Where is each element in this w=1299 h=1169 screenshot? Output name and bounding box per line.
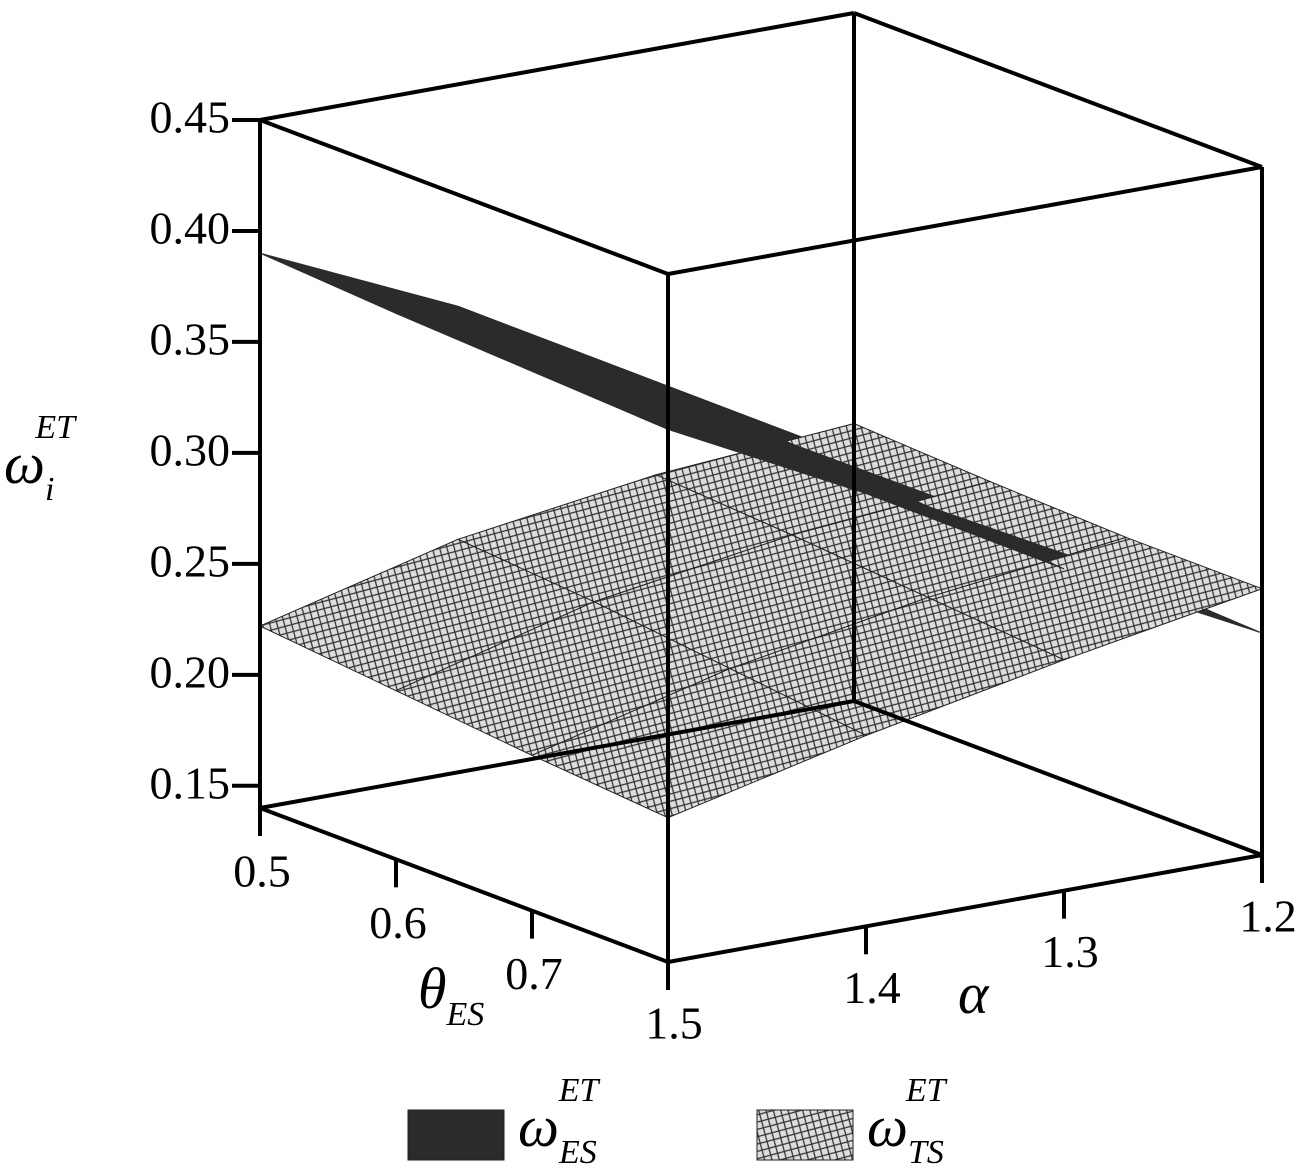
y-tick-label: 1.2 <box>1239 891 1297 942</box>
math-label: ωi ET <box>4 409 77 508</box>
label-base: α <box>958 961 990 1026</box>
z-tick-label: 0.35 <box>150 313 231 364</box>
box-edge <box>259 118 669 276</box>
label-sup: ET <box>34 409 77 446</box>
label-sub: TS <box>908 1134 944 1169</box>
z-tick-label: 0.45 <box>150 92 231 143</box>
labels: 0.15 0.20 0.25 0.30 0.35 0.40 0.45 0.5 0.6 0.7 1.5… <box>4 92 1297 1169</box>
x-tick-label: 0.5 <box>233 846 291 897</box>
z-tick-label: 0.20 <box>150 646 231 697</box>
label-sub: ES <box>446 996 485 1033</box>
axes-box <box>232 11 1264 990</box>
legend-swatch <box>407 1109 505 1161</box>
surface-patch <box>457 305 793 445</box>
z-tick-label: 0.15 <box>150 757 231 808</box>
box-edge <box>259 806 669 964</box>
x-tick-label: 0.7 <box>505 948 563 999</box>
box-edge <box>259 699 855 810</box>
surface-patch <box>395 312 731 432</box>
legend-swatch <box>756 1109 854 1161</box>
box-edge <box>853 11 1263 169</box>
box-edge <box>259 11 855 122</box>
math-label: ωES ET <box>518 1072 601 1169</box>
y-tick-label: 1.3 <box>1041 926 1099 977</box>
box-edge <box>667 853 1263 964</box>
y-tick-label: 1.4 <box>843 962 901 1013</box>
surface-patch <box>531 370 867 495</box>
z-tick-label: 0.25 <box>150 535 231 586</box>
math-label: θES <box>418 956 484 1032</box>
label-sup: ET <box>558 1072 601 1109</box>
box-edge <box>853 699 1263 857</box>
math-label: ωTS ET <box>867 1072 948 1169</box>
box-edge <box>667 165 1263 276</box>
label-base: ω <box>4 431 45 496</box>
z-tick-label: 0.30 <box>150 424 231 475</box>
label-sub: i <box>45 471 54 508</box>
label-base: θ <box>418 956 447 1021</box>
math-label: α <box>958 961 990 1026</box>
y-tick-label: 1.5 <box>645 998 703 1049</box>
label-base: ω <box>867 1094 908 1159</box>
label-sub: ES <box>558 1134 597 1169</box>
surface-patch <box>259 252 595 370</box>
x-tick-label: 0.6 <box>369 897 427 948</box>
z-tick-label: 0.40 <box>150 203 231 254</box>
label-base: ω <box>518 1094 559 1159</box>
surfaces <box>258 252 1264 819</box>
label-sup: ET <box>905 1072 948 1109</box>
surface-patch <box>530 668 868 819</box>
